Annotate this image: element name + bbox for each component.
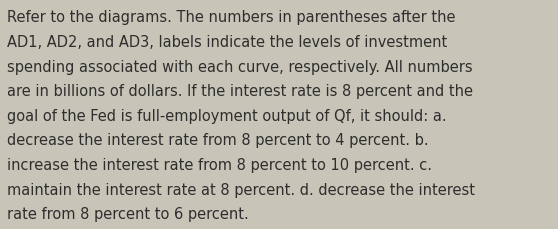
Text: AD1, AD2, and AD3, labels indicate the levels of investment: AD1, AD2, and AD3, labels indicate the l… <box>7 35 448 50</box>
Text: spending associated with each curve, respectively. All numbers: spending associated with each curve, res… <box>7 59 473 74</box>
Text: maintain the interest rate at 8 percent. d. decrease the interest: maintain the interest rate at 8 percent.… <box>7 182 475 197</box>
Text: are in billions of dollars. If the interest rate is 8 percent and the: are in billions of dollars. If the inter… <box>7 84 473 99</box>
Text: increase the interest rate from 8 percent to 10 percent. c.: increase the interest rate from 8 percen… <box>7 157 432 172</box>
Text: rate from 8 percent to 6 percent.: rate from 8 percent to 6 percent. <box>7 206 249 221</box>
Text: Refer to the diagrams. The numbers in parentheses after the: Refer to the diagrams. The numbers in pa… <box>7 10 456 25</box>
Text: decrease the interest rate from 8 percent to 4 percent. b.: decrease the interest rate from 8 percen… <box>7 133 429 148</box>
Text: goal of the Fed is full-employment output of Qf, it should: a.: goal of the Fed is full-employment outpu… <box>7 108 447 123</box>
